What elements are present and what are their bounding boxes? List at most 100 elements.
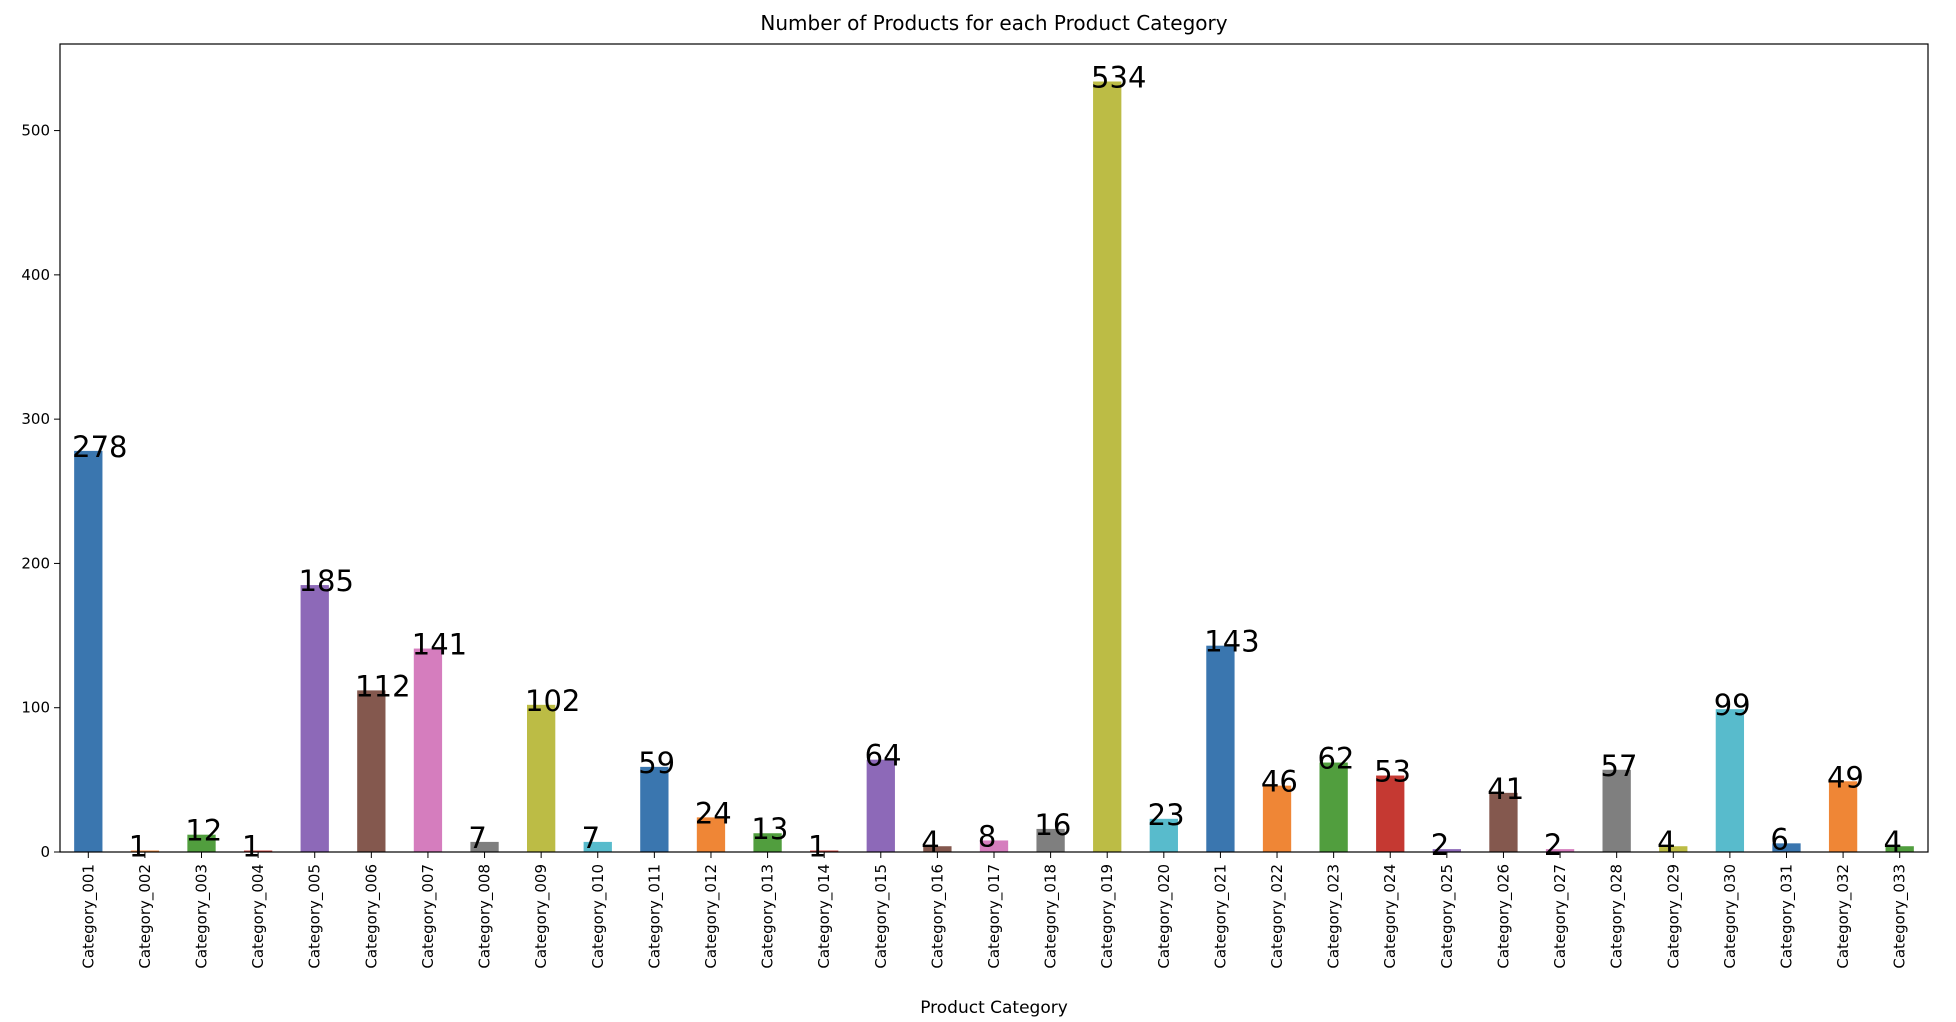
x-tick-label: Category_006: [362, 864, 381, 969]
bar-category-025: [1432, 849, 1461, 852]
x-tick-label: Category_001: [79, 864, 98, 969]
x-tick-label: Category_030: [1721, 864, 1740, 969]
data-label: 102: [525, 684, 580, 718]
x-tick-label: Category_008: [476, 864, 495, 969]
data-label: 64: [865, 739, 902, 773]
x-tick-label: Category_003: [193, 864, 212, 969]
x-tick-label: Category_012: [702, 864, 721, 969]
y-tick-label: 400: [21, 266, 50, 284]
data-label: 62: [1317, 742, 1354, 776]
bar-category-007: [413, 648, 443, 852]
data-label: 534: [1091, 61, 1146, 95]
bar-category-018: [1036, 828, 1065, 852]
x-tick-label: Category_031: [1777, 864, 1796, 969]
bar-category-028: [1602, 769, 1631, 852]
x-tick-label: Category_011: [645, 864, 664, 969]
data-label: 8: [978, 819, 996, 853]
data-label: 6: [1770, 822, 1788, 856]
x-tick-label: Category_029: [1664, 864, 1683, 969]
data-label: 57: [1601, 749, 1638, 783]
data-label: 112: [355, 669, 410, 703]
data-label: 278: [72, 430, 127, 464]
x-axis-label: Product Category: [920, 998, 1068, 1018]
data-label: 2: [1544, 828, 1562, 862]
y-axis: 0 100 200 300 400 500: [21, 122, 60, 861]
data-label: 24: [695, 796, 732, 830]
x-tick-label: Category_021: [1211, 864, 1230, 969]
bar-category-008: [470, 841, 499, 852]
bar-category-026: [1489, 792, 1518, 852]
x-tick-label: Category_009: [532, 864, 551, 969]
bar-category-009: [527, 704, 556, 852]
x-tick-label: Category_020: [1155, 864, 1174, 969]
x-tick-label: Category_019: [1098, 864, 1117, 969]
data-label: 13: [751, 812, 788, 846]
x-tick-label: Category_032: [1834, 864, 1853, 969]
x-tick-label: Category_022: [1268, 864, 1287, 969]
x-tick-label: Category_014: [815, 864, 834, 969]
data-label: 141: [412, 628, 467, 662]
bar-category-029: [1659, 846, 1688, 852]
bar-category-024: [1376, 775, 1405, 852]
data-label: 1: [242, 830, 260, 864]
data-label: 16: [1034, 808, 1071, 842]
bars: [74, 81, 1914, 852]
bar-category-006: [357, 690, 386, 852]
bar-category-014: [810, 850, 839, 852]
x-tick-label: Category_015: [872, 864, 891, 969]
bar-category-023: [1319, 762, 1348, 852]
data-label: 4: [921, 825, 939, 859]
x-tick-label: Category_016: [928, 864, 947, 969]
bar-category-021: [1206, 645, 1235, 852]
x-tick-label: Category_027: [1551, 864, 1570, 969]
bar-category-003: [187, 834, 216, 852]
bar-category-019: [1093, 81, 1122, 852]
x-tick-label: Category_033: [1891, 864, 1910, 969]
x-tick-label: Category_024: [1381, 864, 1400, 969]
bar-category-012: [696, 817, 726, 852]
bar-category-030: [1715, 709, 1745, 852]
x-tick-label: Category_023: [1325, 864, 1344, 969]
bar-category-027: [1545, 849, 1575, 852]
bar-category-020: [1149, 818, 1178, 852]
x-tick-label: Category_010: [589, 864, 608, 969]
data-label: 12: [185, 814, 222, 848]
data-label: 7: [468, 821, 486, 855]
x-tick-label: Category_005: [306, 864, 325, 969]
y-tick-label: 0: [40, 843, 50, 861]
chart-title: Number of Products for each Product Cate…: [760, 11, 1227, 35]
data-label: 49: [1827, 760, 1864, 794]
data-label: 4: [1884, 825, 1902, 859]
x-tick-label: Category_002: [136, 864, 155, 969]
x-tick-label: Category_025: [1438, 864, 1457, 969]
x-tick-label: Category_017: [985, 864, 1004, 969]
x-tick-label: Category_007: [419, 864, 438, 969]
x-axis: Category_001 Category_002 Category_003 Cate…: [79, 852, 1910, 969]
y-tick-label: 500: [21, 122, 50, 140]
data-label: 4: [1657, 825, 1675, 859]
bar-category-002: [130, 850, 160, 852]
x-tick-label: Category_028: [1608, 864, 1627, 969]
data-label: 53: [1374, 755, 1411, 789]
x-tick-label: Category_018: [1042, 864, 1061, 969]
bar-category-001: [74, 450, 103, 852]
plot-frame: [59, 43, 1929, 853]
data-label: 46: [1261, 765, 1298, 799]
y-tick-label: 200: [21, 554, 50, 572]
data-label: 185: [299, 564, 354, 598]
bar-category-013: [753, 833, 782, 852]
bar-category-022: [1262, 785, 1292, 852]
data-label: 7: [582, 821, 600, 855]
data-label: 2: [1431, 828, 1449, 862]
bar-category-010: [583, 841, 612, 852]
bar-category-005: [300, 585, 329, 852]
data-label: 143: [1204, 625, 1259, 659]
x-tick-label: Category_026: [1494, 864, 1513, 969]
data-label: 23: [1148, 798, 1185, 832]
y-tick-label: 100: [21, 699, 50, 717]
bar-category-031: [1772, 843, 1801, 852]
y-tick-label: 300: [21, 410, 50, 428]
data-label: 99: [1714, 688, 1751, 722]
